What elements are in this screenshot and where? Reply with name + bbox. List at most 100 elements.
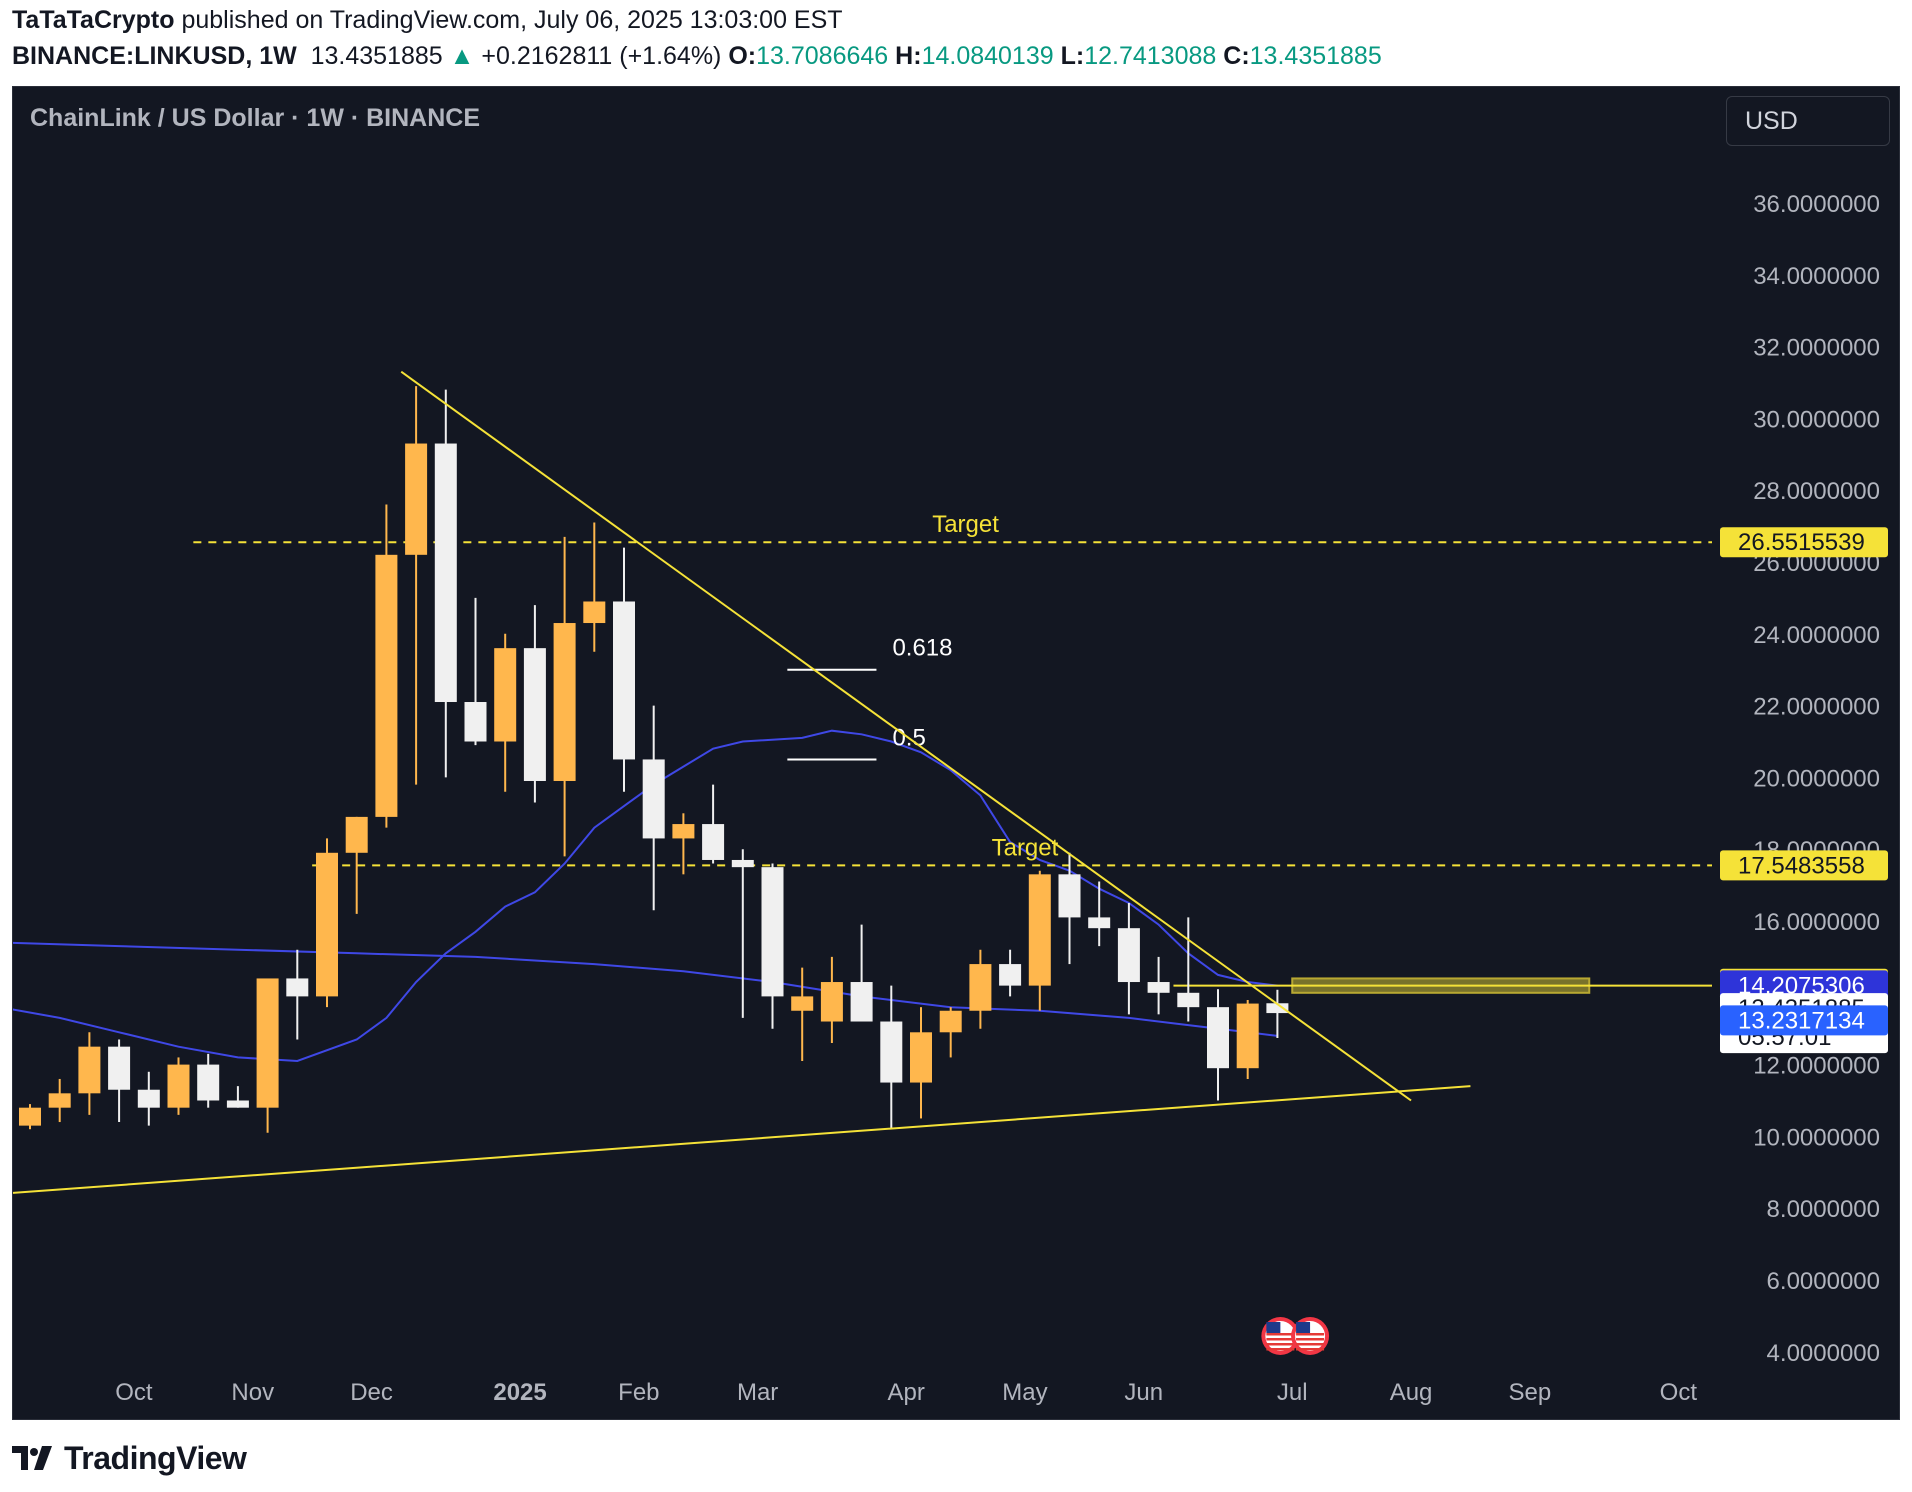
flag-stripe <box>1296 1338 1325 1341</box>
candle <box>137 1071 160 1126</box>
support-trendline <box>13 1085 1471 1194</box>
candle <box>820 956 843 1044</box>
close-value: 13.4351885 <box>1249 42 1382 70</box>
candle-body <box>969 964 992 1011</box>
candle <box>1207 989 1229 1101</box>
candle-body <box>672 824 695 839</box>
y-tick-label: 36.0000000 <box>1753 191 1880 218</box>
candle <box>553 536 576 857</box>
candle-body <box>1058 874 1081 918</box>
candle-body <box>1028 874 1051 986</box>
price-change: +0.2162811 (+1.64%) <box>481 42 722 70</box>
candle-body <box>345 816 368 853</box>
candle-body <box>1147 982 1170 993</box>
x-tick-label: Jul <box>1277 1379 1308 1406</box>
up-arrow-icon: ▲ <box>449 42 475 70</box>
x-tick-label: Sep <box>1508 1379 1551 1406</box>
candle-body <box>167 1064 190 1108</box>
y-tick-label: 20.0000000 <box>1753 765 1880 792</box>
candle-body <box>642 759 665 839</box>
x-tick-label: Oct <box>115 1379 153 1406</box>
price-label: 26.5515539 <box>1720 527 1888 558</box>
candle <box>1147 956 1170 1015</box>
open-label: O: <box>728 42 757 70</box>
price-label-text: 26.5515539 <box>1738 529 1865 556</box>
candle <box>702 784 725 864</box>
candle-body <box>78 1046 101 1094</box>
candle-body <box>137 1089 160 1108</box>
candle <box>1236 999 1259 1079</box>
y-tick-label: 32.0000000 <box>1753 335 1880 362</box>
x-tick-label: Mar <box>737 1379 778 1406</box>
flag-stripe <box>1266 1343 1295 1346</box>
candle-body <box>731 859 754 868</box>
candle-body <box>316 852 338 997</box>
flag-stripe <box>1296 1343 1325 1346</box>
candle <box>880 985 903 1130</box>
flag-canton <box>1266 1322 1281 1333</box>
candle-body <box>1236 1003 1259 1069</box>
y-tick-label: 30.0000000 <box>1753 406 1880 433</box>
y-tick-label: 4.0000000 <box>1767 1340 1880 1367</box>
y-tick-label: 12.0000000 <box>1753 1053 1880 1080</box>
candle <box>1088 881 1111 947</box>
price-label-bg <box>1720 1005 1888 1036</box>
candle-body <box>523 648 546 781</box>
candle <box>197 1053 220 1108</box>
chart-pane[interactable] <box>12 86 1900 1420</box>
candle-body <box>583 601 606 624</box>
author-name[interactable]: TaTaTaCrypto <box>12 6 175 34</box>
candle-body <box>464 702 487 742</box>
y-tick-label: 10.0000000 <box>1753 1124 1880 1151</box>
flag-canton <box>1296 1322 1311 1333</box>
y-tick-label: 6.0000000 <box>1767 1268 1880 1295</box>
candle <box>167 1057 190 1115</box>
candle <box>286 949 309 1040</box>
resistance-trendline <box>400 370 1412 1102</box>
candle-body <box>553 623 576 781</box>
price-label: 17.5483558 <box>1720 850 1888 881</box>
candle <box>494 633 517 792</box>
last-price: 13.4351885 <box>310 42 443 70</box>
candle <box>1117 903 1140 1015</box>
x-tick-label: Aug <box>1390 1379 1433 1406</box>
us-flag-icon <box>1261 1317 1300 1355</box>
candle-body <box>910 1032 932 1083</box>
candle <box>1058 852 1081 965</box>
candle <box>910 1007 932 1119</box>
candle <box>1266 989 1289 1038</box>
x-tick-label: Oct <box>1660 1379 1698 1406</box>
candle <box>613 547 635 792</box>
candle-body <box>375 554 398 817</box>
candle-body <box>108 1046 131 1090</box>
candle-body <box>48 1093 71 1108</box>
flag-stripe <box>1266 1333 1295 1336</box>
candle <box>345 816 368 914</box>
candle <box>375 504 398 828</box>
low-value: 12.7413088 <box>1084 42 1217 70</box>
candle-body <box>939 1010 962 1033</box>
currency-button[interactable]: USD <box>1726 96 1890 146</box>
candle-body <box>1117 928 1140 983</box>
ma-fast-line <box>13 729 1278 1063</box>
y-tick-label: 22.0000000 <box>1753 694 1880 721</box>
candle <box>583 522 606 652</box>
candle-body <box>880 1021 903 1083</box>
candle <box>108 1039 131 1123</box>
flag-stripe <box>1296 1333 1325 1336</box>
publish-info: published on TradingView.com, July 06, 2… <box>181 6 843 34</box>
x-tick-label: Nov <box>231 1379 274 1406</box>
price-label-bg <box>1720 970 1888 1001</box>
tradingview-logo[interactable]: TradingView <box>12 1438 247 1478</box>
candle <box>256 978 279 1133</box>
publish-line: TaTaTaCrypto published on TradingView.co… <box>12 6 843 35</box>
candle-body <box>791 996 814 1011</box>
flag-stripe <box>1296 1348 1325 1351</box>
candle-body <box>850 982 873 1022</box>
high-value: 14.0840139 <box>921 42 1054 70</box>
candle <box>999 949 1022 997</box>
candle-body <box>286 978 309 997</box>
candle-body <box>197 1064 220 1101</box>
candle-body <box>820 982 843 1022</box>
